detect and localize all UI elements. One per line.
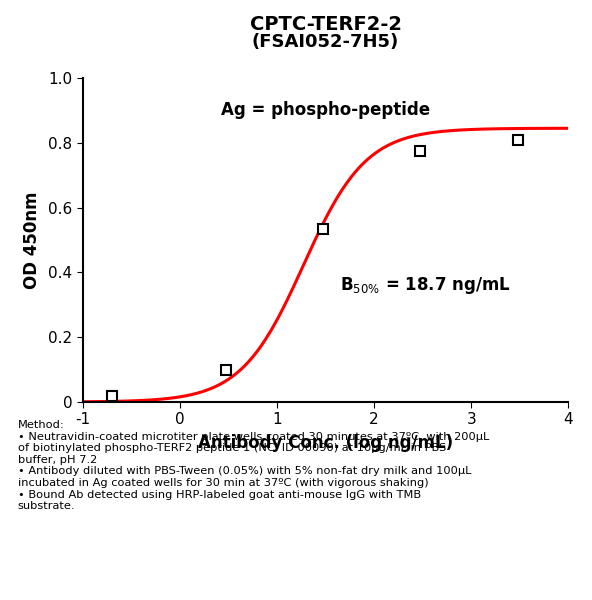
Text: Ag = phospho-peptide: Ag = phospho-peptide (221, 101, 430, 119)
Text: Method:
• Neutravidin-coated microtiter plate wells coated 30 minutes at 37ºC  w: Method: • Neutravidin-coated microtiter … (18, 420, 489, 511)
X-axis label: Antibody Conc. (log ng/mL): Antibody Conc. (log ng/mL) (198, 434, 453, 452)
Text: CPTC-TERF2-2: CPTC-TERF2-2 (250, 15, 401, 34)
Text: B$_{50\%}$ = 18.7 ng/mL: B$_{50\%}$ = 18.7 ng/mL (340, 275, 511, 296)
Text: (FSAI052-7H5): (FSAI052-7H5) (252, 33, 399, 51)
Y-axis label: OD 450nm: OD 450nm (23, 191, 41, 289)
